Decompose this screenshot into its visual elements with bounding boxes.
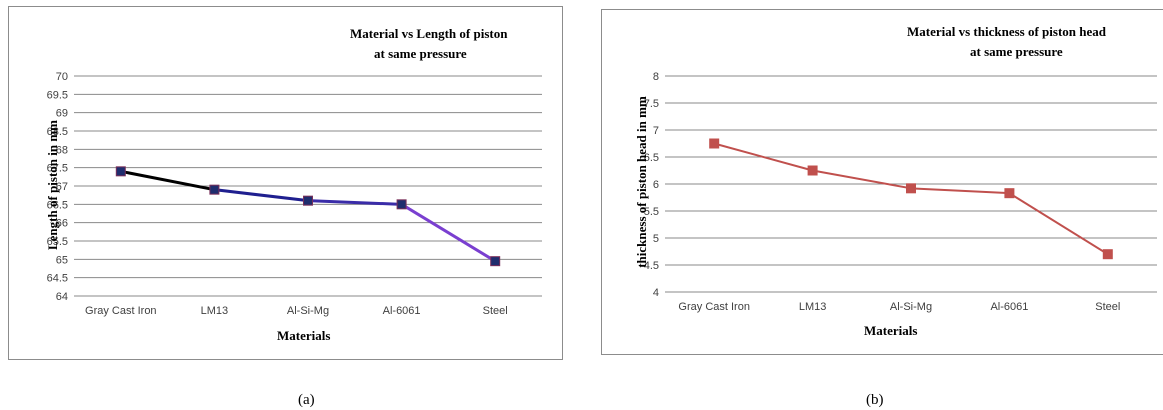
chart-b-data-point: [906, 183, 916, 194]
chart-a-ytick-label: 66: [56, 218, 68, 230]
chart-a-frame: Material vs Length of piston at same pre…: [8, 6, 563, 360]
chart-b-ytick-label: 5.5: [644, 206, 659, 218]
chart-a-data-point: [396, 199, 407, 210]
chart-b-ytick-label: 5: [653, 233, 659, 245]
chart-b-xtick-label: Gray Cast Iron: [678, 301, 750, 313]
chart-b-xtick-label: Steel: [1095, 301, 1120, 313]
chart-b-series-segment: [812, 169, 912, 190]
chart-b-title-line1: Material vs thickness of piston head: [907, 24, 1106, 39]
chart-a-xtick-label: LM13: [201, 305, 229, 317]
chart-a-xtick-label: Al-Si-Mg: [287, 305, 329, 317]
chart-b-ytick-label: 6: [653, 179, 659, 191]
chart-a-caption: (a): [298, 392, 315, 408]
chart-b-xtick-label: LM13: [799, 301, 827, 313]
chart-b-ytick-label: 7: [653, 125, 659, 137]
chart-b-xlabel: Materials: [864, 323, 918, 338]
chart-b-ylabel: thickness of piston head in mm: [634, 96, 649, 268]
chart-a-plot: 64 64.5 65 65.5 66 66.5 67 67.5 68 68.5 69 69.5 70 Gr…: [47, 71, 542, 317]
chart-a-ytick-label: 67.5: [47, 163, 68, 175]
chart-b-xtick-label: Al-Si-Mg: [890, 301, 932, 313]
chart-a-ytick-label: 65.5: [47, 236, 68, 248]
chart-b-series-segment: [1008, 192, 1109, 256]
chart-a-ytick-label: 68: [56, 144, 68, 156]
chart-b-data-point: [807, 165, 818, 176]
chart-b-ytick-label: 6.5: [644, 152, 659, 164]
chart-b-ytick-label: 4.5: [644, 260, 659, 272]
chart-a-ytick-label: 64: [56, 291, 68, 303]
chart-a-ytick-label: 65: [56, 254, 68, 266]
chart-a-ylabel: Length of piston in mm: [45, 119, 60, 251]
chart-b-data-point: [1004, 188, 1015, 199]
chart-b-data-point: [1102, 249, 1113, 260]
chart-b-title-line2: at same pressure: [970, 44, 1063, 59]
chart-b-frame: Material vs thickness of piston head at …: [601, 9, 1163, 355]
chart-b-series-segment: [713, 142, 813, 172]
chart-b-ytick-label: 7.5: [644, 98, 659, 110]
chart-a-series-segment: [120, 169, 215, 192]
chart-b-ytick-label: 8: [653, 71, 659, 83]
chart-b-caption: (b): [866, 392, 884, 408]
chart-a-xtick-label: Al-6061: [383, 305, 421, 317]
chart-a-title-line2: at same pressure: [374, 46, 467, 61]
chart-a-xlabel: Materials: [277, 328, 331, 343]
chart-a-series-segment: [214, 188, 309, 203]
chart-a-xtick-label: Steel: [483, 305, 508, 317]
chart-a-ytick-label: 69.5: [47, 89, 68, 101]
chart-a-ytick-label: 69: [56, 108, 68, 120]
chart-a-ytick-label: 66.5: [47, 199, 68, 211]
chart-a-ytick-label: 68.5: [47, 126, 68, 138]
chart-b-data-point: [709, 138, 720, 149]
chart-a-series-segment: [400, 203, 496, 263]
chart-a-series-segment: [307, 199, 402, 206]
chart-a-ytick-label: 67: [56, 181, 68, 193]
chart-a-xtick-label: Gray Cast Iron: [85, 305, 157, 317]
chart-b-ytick-label: 4: [653, 287, 659, 299]
chart-b-plot: 4 4.5 5 5.5 6 6.5 7 7.5 8 Gray Cast Iron LM13 Al-Si…: [644, 71, 1157, 313]
chart-a-data-point: [115, 166, 126, 177]
chart-b-xtick-label: Al-6061: [990, 301, 1028, 313]
chart-b-series-segment: [910, 187, 1010, 195]
chart-a-ytick-label: 64.5: [47, 273, 68, 285]
chart-a-data-point: [490, 256, 501, 267]
chart-a-data-point: [303, 195, 313, 206]
chart-a-data-point: [209, 184, 220, 195]
chart-a-title-line1: Material vs Length of piston: [350, 26, 508, 41]
chart-a-ytick-label: 70: [56, 71, 68, 83]
